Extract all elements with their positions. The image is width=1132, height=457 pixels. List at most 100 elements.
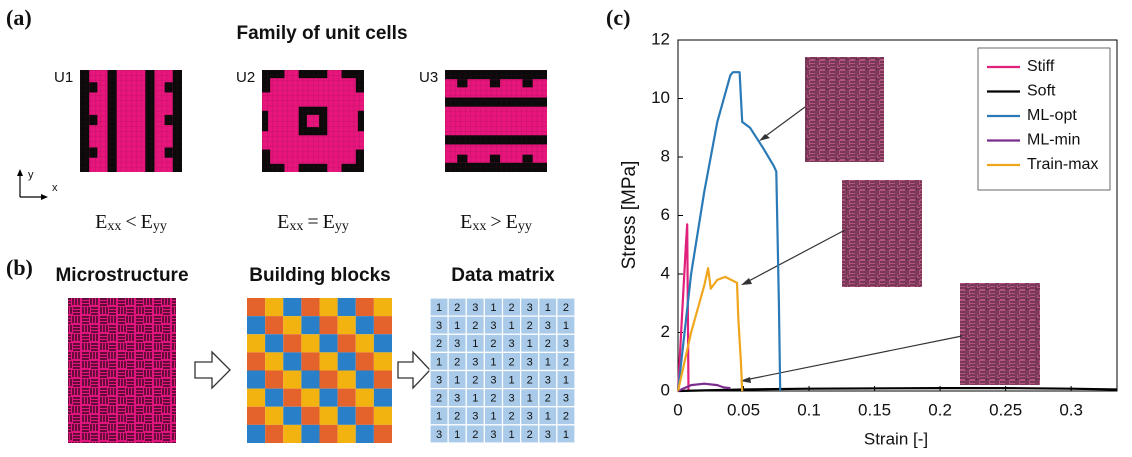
matrix-value: 3 [545,320,551,332]
matrix-value: 3 [545,374,551,386]
building-block [356,334,374,352]
legend-label: ML-min [1027,132,1080,149]
building-block [356,425,374,443]
building-block [265,298,283,316]
building-block [320,371,338,389]
matrix-value: 3 [490,374,496,386]
matrix-value: 2 [490,338,496,350]
panel-label: (a) [6,5,32,30]
unit-cell [262,70,364,172]
building-block [356,352,374,370]
cell-name: U3 [419,69,438,86]
building-block [265,389,283,407]
building-block [338,425,356,443]
matrix-value: 3 [509,393,515,405]
inset-arrow [763,107,805,138]
matrix-value: 2 [454,356,460,368]
matrix-value: 1 [509,320,515,332]
building-block [356,389,374,407]
matrix-value: 2 [527,429,533,441]
building-block [320,352,338,370]
inset-arrow [745,230,845,283]
building-block [247,298,265,316]
matrix-value: 3 [436,320,442,332]
building-block [374,389,392,407]
building-block [265,334,283,352]
matrix-value: 3 [527,356,533,368]
matrix-value: 1 [563,374,569,386]
x-axis-label: Strain [-] [864,429,928,448]
matrix-value: 1 [472,393,478,405]
matrix-value: 2 [509,411,515,423]
axis-icon: y x [17,169,58,200]
cell-grid [80,70,182,172]
matrix-value: 3 [490,320,496,332]
building-block [301,298,319,316]
cell-grid [445,70,547,172]
matrix-value: 2 [490,393,496,405]
matrix-value: 1 [490,302,496,314]
matrix-value: 3 [436,429,442,441]
matrix-value: 1 [490,356,496,368]
panel-title: Family of unit cells [236,23,407,44]
building-block [338,352,356,370]
cell-name: U1 [54,69,73,86]
matrix-value: 1 [527,338,533,350]
building-block [301,389,319,407]
building-block [247,371,265,389]
building-block [247,316,265,334]
matrix-value: 1 [545,411,551,423]
building-block [301,334,319,352]
matrix-value: 3 [472,302,478,314]
inset-image [960,283,1040,385]
building-block [265,316,283,334]
building-block [338,316,356,334]
matrix-value: 3 [563,338,569,350]
flow-arrow [398,352,430,388]
matrix-value: 3 [490,429,496,441]
building-block [283,371,301,389]
unit-cell [80,70,182,172]
inset-arrow-heads [740,134,770,383]
building-block [283,316,301,334]
matrix-value: 3 [545,429,551,441]
microstructure-image [68,298,176,443]
building-block [247,352,265,370]
series-line [678,72,780,391]
building-block [301,425,319,443]
matrix-value: 3 [472,411,478,423]
building-block [247,334,265,352]
x-tick-label: 0.3 [1059,400,1083,419]
building-block [374,334,392,352]
matrix-value: 1 [563,429,569,441]
step-heading: Microstructure [55,265,188,286]
relation-part: E [277,211,289,233]
panel-label: (c) [606,5,630,30]
building-block [338,298,356,316]
building-block [320,298,338,316]
relation: Exx < Eyy [95,211,167,235]
relation-part: < [125,211,136,233]
matrix-value: 1 [545,356,551,368]
y-tick-label: 2 [661,322,670,341]
matrix-value: 2 [454,302,460,314]
matrix-value: 2 [509,302,515,314]
matrix-value: 2 [527,374,533,386]
relation-part: E [95,211,107,233]
y-tick-label: 6 [661,205,670,224]
matrix-value: 2 [545,338,551,350]
matrix-value: 2 [563,302,569,314]
unit-cell [445,70,547,172]
panel-label: (b) [6,255,33,280]
relation-part: xx [472,219,486,234]
building-block [283,407,301,425]
y-tick-label: 10 [651,88,670,107]
axis-icon-label: x [52,182,58,194]
matrix-value: 2 [436,338,442,350]
building-block [338,334,356,352]
axis-icon-label: y [28,169,34,181]
building-block [283,425,301,443]
building-block [247,407,265,425]
matrix-value: 1 [454,320,460,332]
matrix-value: 2 [472,374,478,386]
